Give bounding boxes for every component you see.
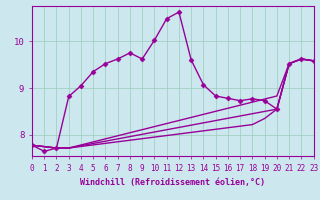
X-axis label: Windchill (Refroidissement éolien,°C): Windchill (Refroidissement éolien,°C) bbox=[80, 178, 265, 187]
